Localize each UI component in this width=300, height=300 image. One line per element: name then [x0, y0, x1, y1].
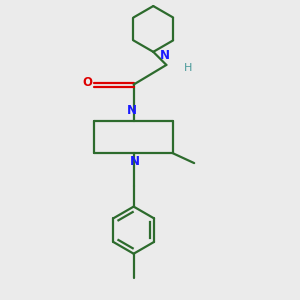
Text: O: O: [83, 76, 93, 89]
Text: N: N: [130, 155, 140, 168]
Text: N: N: [160, 49, 170, 62]
Text: N: N: [127, 103, 137, 117]
Text: H: H: [184, 63, 193, 73]
